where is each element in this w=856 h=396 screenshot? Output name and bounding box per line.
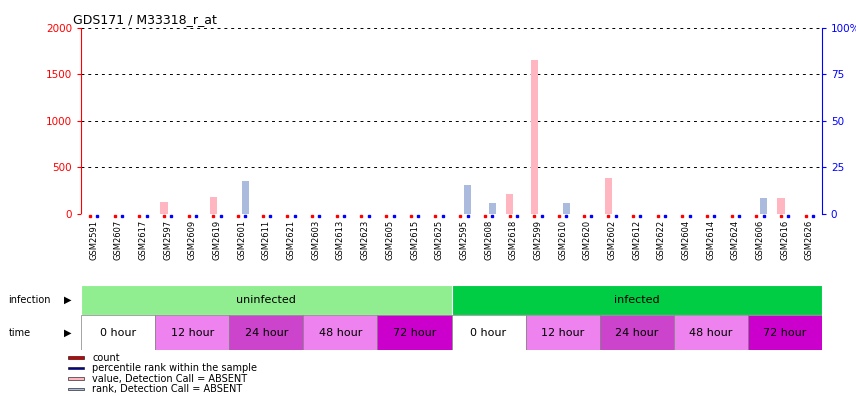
Bar (210, 197, 217, 214)
Text: GSM2601: GSM2601 (237, 219, 247, 260)
Text: GSM2602: GSM2602 (608, 219, 616, 260)
Text: GSM2613: GSM2613 (336, 219, 345, 260)
Bar (229, 315, 303, 350)
Bar (760, 198, 768, 214)
Text: 48 hour: 48 hour (318, 327, 362, 338)
Bar (68, 377, 84, 380)
Bar (68, 388, 84, 390)
Text: ▶: ▶ (63, 327, 71, 338)
Text: GSM2607: GSM2607 (114, 219, 123, 260)
Text: GSM2610: GSM2610 (558, 219, 568, 260)
Text: GSM2615: GSM2615 (410, 219, 419, 260)
Text: GSM2618: GSM2618 (508, 219, 518, 260)
Bar (68, 367, 84, 369)
Bar (777, 198, 785, 214)
Text: GSM2617: GSM2617 (139, 219, 147, 260)
Text: GSM2603: GSM2603 (312, 219, 320, 260)
Bar (377, 315, 452, 350)
Text: 12 hour: 12 hour (541, 327, 585, 338)
Text: GSM2621: GSM2621 (287, 219, 295, 260)
Text: GSM2620: GSM2620 (583, 219, 591, 260)
Text: GSM2599: GSM2599 (533, 219, 543, 259)
Bar (81, 285, 452, 315)
Bar (599, 315, 674, 350)
Bar (81, 315, 156, 350)
Bar (604, 177, 612, 214)
Text: 24 hour: 24 hour (245, 327, 288, 338)
Bar (674, 315, 748, 350)
Bar (452, 315, 526, 350)
Text: GSM2611: GSM2611 (262, 219, 271, 260)
Text: percentile rank within the sample: percentile rank within the sample (92, 363, 258, 373)
Text: GSM2623: GSM2623 (360, 219, 370, 260)
Text: GSM2616: GSM2616 (780, 219, 789, 260)
Text: 24 hour: 24 hour (615, 327, 658, 338)
Bar (160, 202, 168, 214)
Text: infected: infected (614, 295, 659, 305)
Text: GSM2625: GSM2625 (435, 219, 443, 260)
Text: GSM2619: GSM2619 (212, 219, 222, 260)
Bar (464, 185, 472, 214)
Text: 0 hour: 0 hour (100, 327, 136, 338)
Text: rank, Detection Call = ABSENT: rank, Detection Call = ABSENT (92, 384, 243, 394)
Text: 48 hour: 48 hour (689, 327, 733, 338)
Text: GSM2612: GSM2612 (632, 219, 641, 260)
Bar (562, 203, 570, 214)
Text: 0 hour: 0 hour (471, 327, 507, 338)
Text: 12 hour: 12 hour (170, 327, 214, 338)
Bar (506, 194, 514, 214)
Text: GSM2606: GSM2606 (756, 219, 764, 260)
Bar (452, 285, 822, 315)
Text: GSM2608: GSM2608 (484, 219, 493, 260)
Text: GSM2591: GSM2591 (89, 219, 98, 259)
Text: GSM2595: GSM2595 (460, 219, 468, 259)
Text: 72 hour: 72 hour (393, 327, 437, 338)
Text: GSM2605: GSM2605 (385, 219, 395, 260)
Text: time: time (9, 327, 31, 338)
Bar (526, 315, 599, 350)
Text: GSM2597: GSM2597 (163, 219, 172, 260)
Text: GSM2609: GSM2609 (187, 219, 197, 260)
Text: value, Detection Call = ABSENT: value, Detection Call = ABSENT (92, 373, 247, 384)
Text: GSM2614: GSM2614 (706, 219, 716, 260)
Text: GSM2604: GSM2604 (681, 219, 691, 260)
Text: GDS171 / M33318_r_at: GDS171 / M33318_r_at (73, 13, 217, 26)
Bar (156, 315, 229, 350)
Bar (531, 60, 538, 214)
Text: ▶: ▶ (63, 295, 71, 305)
Text: GSM2622: GSM2622 (657, 219, 666, 260)
Bar (303, 315, 377, 350)
Bar (68, 356, 84, 359)
Text: GSM2624: GSM2624 (731, 219, 740, 260)
Bar (748, 315, 822, 350)
Text: GSM2626: GSM2626 (805, 219, 814, 260)
Text: infection: infection (9, 295, 51, 305)
Text: count: count (92, 353, 120, 363)
Bar (489, 203, 496, 214)
Bar (241, 181, 249, 214)
Text: 72 hour: 72 hour (763, 327, 806, 338)
Text: uninfected: uninfected (236, 295, 296, 305)
